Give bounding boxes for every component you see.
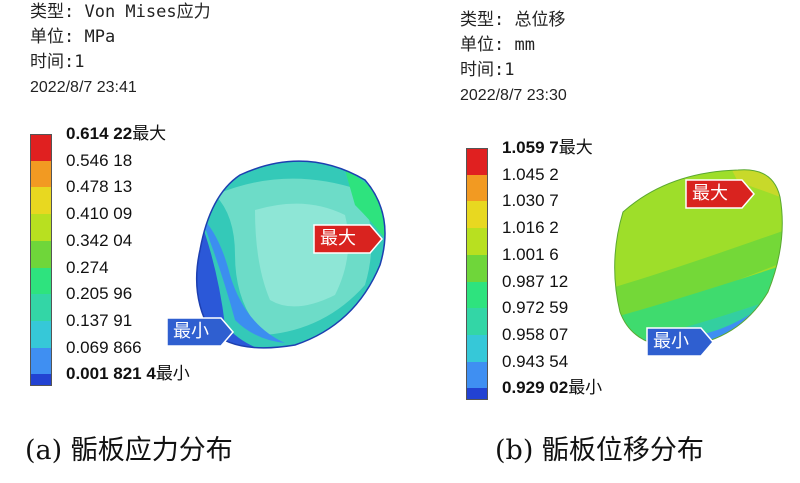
- min-marker: [166, 317, 234, 347]
- legend-level-label: 1.045 2: [502, 165, 559, 185]
- legend-level-label: 1.059 7最大: [502, 138, 593, 158]
- legend-swatch: [30, 240, 52, 268]
- legend-min-suffix: 最小: [155, 364, 190, 385]
- legend-level-value: 1.059 7: [502, 138, 559, 157]
- legend-swatch: [30, 320, 52, 349]
- legend-level-label: 0.614 22最大: [66, 124, 166, 144]
- legend-level-value: 0.958 07: [502, 324, 569, 344]
- legend-level-label: 0.972 59: [502, 298, 568, 318]
- legend-swatch: [466, 334, 488, 363]
- legend-swatch: [466, 281, 488, 309]
- legend-level-value: 1.045 2: [502, 164, 559, 184]
- legend-level-label: 0.410 09: [66, 204, 132, 224]
- legend-level-label: 0.001 821 4最小: [66, 364, 190, 384]
- max-marker-shape: [313, 224, 383, 254]
- legend-level-value: 0.137 91: [66, 310, 133, 330]
- legend-level-value: 0.410 09: [66, 204, 133, 224]
- header-stress: 类型: Von Mises应力 单位: MPa 时间:1 2022/8/7 23…: [30, 0, 211, 100]
- stress-field-lowmid: [200, 215, 285, 343]
- legend-level-value: 1.001 6: [502, 244, 559, 264]
- legend-level-value: 0.614 22: [66, 124, 133, 143]
- legend-swatch: [466, 228, 488, 256]
- legend-level-value: 0.929 02: [502, 378, 569, 398]
- legend-level-label: 0.137 91: [66, 311, 132, 331]
- caption-stress: (a) 骺板应力分布: [25, 435, 233, 466]
- min-marker-label: 最小: [653, 331, 689, 352]
- disp-model-outline: [614, 169, 783, 348]
- type-line: 类型: 总位移: [460, 10, 566, 30]
- legend-swatch: [466, 201, 488, 229]
- header-displacement: 类型: 总位移 单位: mm 时间:1 2022/8/7 23:30: [460, 8, 567, 108]
- legend-swatch: [30, 347, 52, 375]
- max-marker-label: 最大: [692, 183, 728, 204]
- date-line: 2022/8/7 23:30: [460, 87, 567, 104]
- unit-line: 单位: MPa: [30, 27, 116, 47]
- legend-level-value: 0.546 18: [66, 150, 133, 170]
- legend-swatch: [466, 254, 488, 282]
- legend-swatch: [30, 134, 52, 162]
- legend-level-value: 0.972 59: [502, 298, 569, 318]
- stress-model-outline: [195, 160, 386, 349]
- legend-level-value: 0.069 866: [66, 337, 142, 357]
- legend-level-value: 0.205 96: [66, 284, 133, 304]
- min-marker-shape: [166, 317, 234, 347]
- legend-level-label: 0.987 12: [502, 272, 568, 292]
- panel-stress: 类型: Von Mises应力 单位: MPa 时间:1 2022/8/7 23…: [25, 0, 386, 466]
- disp-band-1: [614, 222, 783, 327]
- legend-level-label: 0.478 13: [66, 177, 132, 197]
- legend-level-value: 1.016 2: [502, 218, 559, 238]
- legend-level-label: 0.205 96: [66, 284, 132, 304]
- legend-level-value: 0.274: [66, 257, 109, 277]
- legend-level-value: 0.943 54: [502, 351, 569, 371]
- legend-swatch: [466, 174, 488, 202]
- max-marker-shape: [685, 179, 755, 209]
- stress-field-mid: [345, 170, 385, 245]
- type-line: 类型: Von Mises应力: [30, 2, 211, 22]
- caption-displacement: (b) 骺板位移分布: [495, 435, 704, 466]
- max-marker: [313, 224, 383, 254]
- legend-level-value: 0.001 821 4: [66, 364, 156, 384]
- min-marker-label: 最小: [173, 321, 209, 342]
- legend-level-label: 1.016 2: [502, 218, 559, 238]
- legend-swatch: [30, 187, 52, 215]
- legend-min-suffix: 最小: [568, 378, 603, 399]
- legend-level-value: 1.030 7: [502, 191, 559, 211]
- legend-level-label: 0.069 866: [66, 338, 142, 358]
- legend-swatch: [30, 214, 52, 242]
- max-marker-label: 最大: [320, 228, 356, 249]
- legend-swatch: [30, 267, 52, 295]
- unit-line: 单位: mm: [460, 35, 535, 55]
- stress-field-lighter: [255, 203, 349, 307]
- legend-max-suffix: 最大: [132, 124, 167, 144]
- legend-swatch: [30, 374, 52, 387]
- legend-level-label: 0.958 07: [502, 325, 568, 345]
- legend-swatch: [466, 148, 488, 176]
- legend-level-value: 0.342 04: [66, 230, 133, 250]
- legend-level-label: 1.030 7: [502, 191, 559, 211]
- legend-level-label: 0.546 18: [66, 151, 132, 171]
- disp-band-high: [728, 169, 783, 202]
- legend-swatch: [466, 361, 488, 389]
- min-marker-shape: [646, 327, 714, 357]
- min-marker: [646, 327, 714, 357]
- time-line: 时间:1: [460, 60, 515, 80]
- legend-level-label: 0.943 54: [502, 352, 568, 372]
- legend-swatch: [466, 308, 488, 336]
- panel-displacement: 类型: 总位移 单位: mm 时间:1 2022/8/7 23:30 1.059…: [400, 0, 800, 483]
- legend-swatch: [30, 294, 52, 322]
- legend-level-label: 0.342 04: [66, 231, 132, 251]
- legend-level-label: 0.274: [66, 258, 109, 278]
- legend-swatch: [466, 388, 488, 401]
- legend-swatch: [30, 160, 52, 188]
- legend-level-label: 0.929 02最小: [502, 378, 602, 398]
- date-line: 2022/8/7 23:41: [30, 79, 137, 96]
- legend-level-value: 0.987 12: [502, 271, 569, 291]
- max-marker: [685, 179, 755, 209]
- legend-level-label: 1.001 6: [502, 245, 559, 265]
- legend-level-value: 0.478 13: [66, 177, 133, 197]
- time-line: 时间:1: [30, 52, 85, 72]
- legend-max-suffix: 最大: [558, 138, 593, 158]
